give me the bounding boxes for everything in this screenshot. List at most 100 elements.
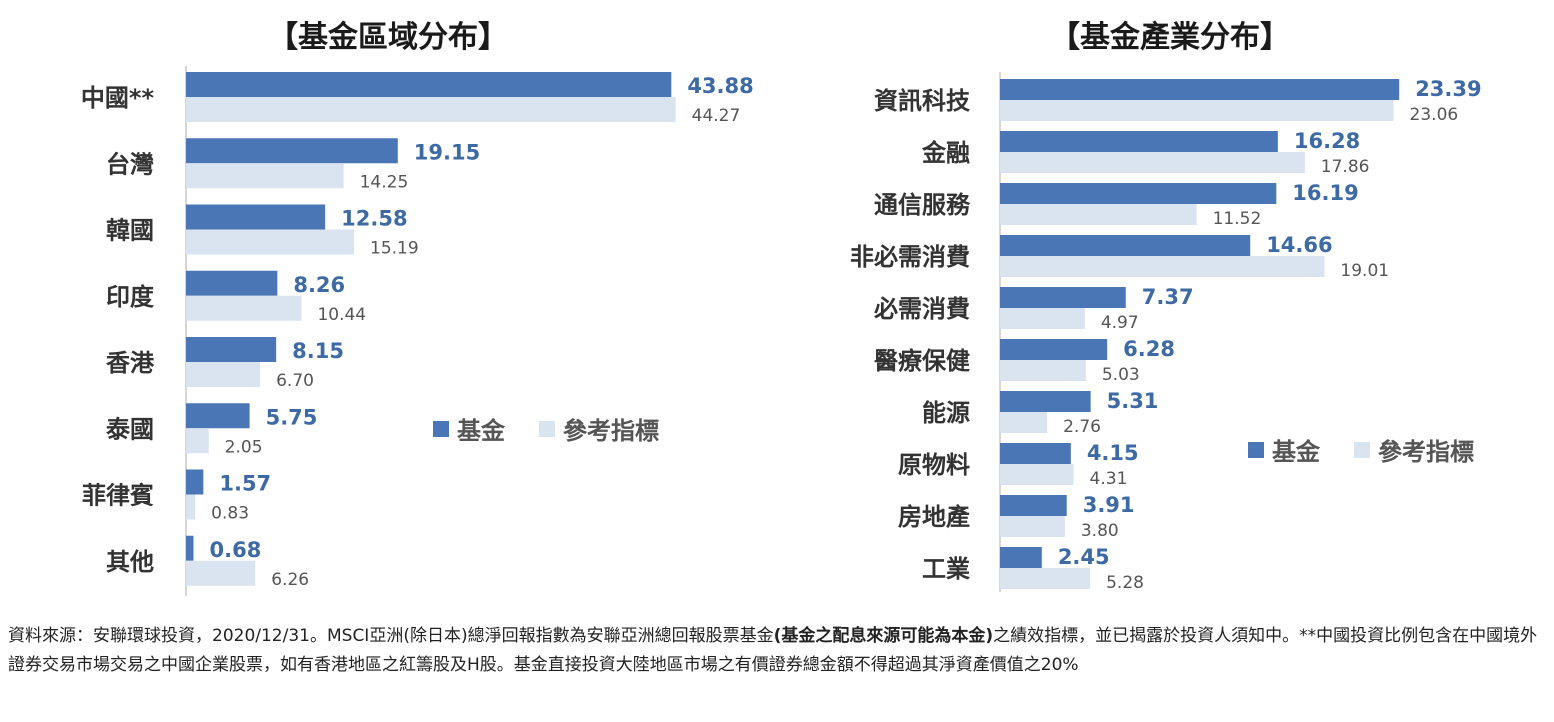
region-fund-value-label: 5.75	[266, 405, 318, 429]
region-category-label: 中國**	[81, 84, 155, 112]
industry-category-label: 通信服務	[874, 191, 971, 219]
region-benchmark-bar	[186, 494, 196, 520]
industry-fund-value-label: 23.39	[1415, 77, 1481, 101]
industry-fund-bar	[1000, 183, 1277, 204]
industry-category-label: 原物料	[898, 451, 970, 479]
industry-fund-value-label: 4.15	[1087, 441, 1139, 465]
region-benchmark-value-label: 14.25	[360, 172, 409, 192]
region-chart-title: 【基金區域分布】	[268, 20, 508, 55]
industry-category-label: 工業	[922, 555, 970, 583]
region-benchmark-bar	[186, 163, 344, 189]
region-category-label: 台灣	[106, 150, 154, 178]
industry-benchmark-value-label: 5.03	[1102, 365, 1140, 385]
footnote-bold-text: (基金之配息來源可能為本金)	[773, 626, 994, 646]
region-legend-benchmark-swatch	[539, 421, 555, 437]
industry-category-label: 金融	[921, 139, 970, 167]
region-benchmark-value-label: 15.19	[370, 239, 419, 259]
industry-benchmark-bar	[1000, 204, 1197, 225]
industry-category-label: 資訊科技	[874, 87, 971, 115]
region-benchmark-bar	[186, 362, 261, 387]
footnote-text-1: 資料來源：安聯環球投資，2020/12/31。MSCI亞洲(除日本)總淨回報指數…	[8, 626, 774, 646]
industry-benchmark-value-label: 4.97	[1101, 313, 1139, 333]
industry-benchmark-value-label: 2.76	[1063, 417, 1101, 437]
industry-fund-bar	[1000, 443, 1071, 464]
region-benchmark-bar	[186, 428, 209, 454]
region-benchmark-value-label: 6.70	[276, 371, 314, 391]
region-fund-bar	[186, 204, 326, 230]
industry-benchmark-value-label: 19.01	[1340, 261, 1389, 281]
industry-fund-value-label: 7.37	[1142, 285, 1194, 309]
industry-category-label: 能源	[922, 399, 970, 427]
industry-fund-bar	[1000, 391, 1091, 412]
industry-category-label: 房地產	[898, 503, 970, 531]
region-legend-fund-label: 基金	[457, 417, 506, 445]
region-legend-fund-swatch	[433, 421, 449, 437]
industry-benchmark-bar	[1000, 412, 1048, 433]
footnote-text-2: 之績效指標，並已揭露於投資人須知中。**中國投資比例包含在中國境外證券交易市場交…	[8, 626, 1538, 675]
region-fund-bar	[186, 337, 277, 362]
industry-legend-benchmark-label: 參考指標	[1378, 438, 1474, 466]
region-fund-value-label: 43.88	[687, 74, 753, 98]
region-fund-value-label: 0.68	[210, 538, 262, 562]
industry-benchmark-bar	[1000, 464, 1074, 485]
industry-benchmark-bar	[1000, 256, 1325, 277]
industry-distribution-chart: 資訊科技 23.39 23.06 金融 16.28 17.86 通信服務 16.19 11.52…	[850, 72, 1482, 593]
industry-benchmark-bar	[1000, 516, 1065, 537]
industry-benchmark-bar	[1000, 308, 1085, 329]
industry-benchmark-value-label: 17.86	[1321, 157, 1370, 177]
industry-benchmark-value-label: 11.52	[1213, 209, 1262, 229]
industry-fund-value-label: 5.31	[1107, 389, 1159, 413]
industry-benchmark-bar	[1000, 568, 1091, 589]
region-fund-value-label: 1.57	[219, 472, 271, 496]
region-fund-bar	[186, 535, 194, 561]
industry-fund-bar	[1000, 79, 1400, 100]
region-fund-value-label: 12.58	[341, 207, 407, 231]
industry-category-label: 醫療保健	[874, 347, 970, 375]
region-fund-value-label: 8.26	[293, 273, 345, 297]
industry-benchmark-value-label: 5.28	[1106, 573, 1144, 593]
industry-category-label: 非必需消費	[850, 243, 970, 271]
industry-fund-value-label: 16.28	[1294, 129, 1360, 153]
industry-fund-bar	[1000, 131, 1278, 152]
industry-fund-bar	[1000, 287, 1126, 308]
industry-category-label: 必需消費	[874, 295, 970, 323]
industry-fund-bar	[1000, 547, 1042, 568]
industry-fund-bar	[1000, 339, 1108, 360]
industry-benchmark-value-label: 23.06	[1410, 105, 1459, 125]
industry-fund-bar	[1000, 495, 1067, 516]
region-benchmark-value-label: 44.27	[692, 106, 741, 126]
industry-fund-value-label: 6.28	[1123, 337, 1175, 361]
region-benchmark-bar	[186, 560, 256, 586]
region-fund-value-label: 8.15	[292, 339, 344, 363]
region-fund-value-label: 19.15	[414, 140, 480, 164]
region-category-label: 韓國	[106, 217, 154, 245]
industry-chart-title: 【基金產業分布】	[1050, 20, 1290, 55]
industry-benchmark-value-label: 3.80	[1081, 521, 1119, 541]
industry-benchmark-bar	[1000, 152, 1305, 173]
region-fund-bar	[186, 270, 278, 296]
region-category-label: 泰國	[106, 415, 154, 443]
region-category-label: 其他	[106, 548, 154, 576]
industry-fund-value-label: 16.19	[1292, 181, 1358, 205]
industry-legend-fund-swatch	[1248, 442, 1264, 458]
industry-fund-value-label: 2.45	[1058, 545, 1110, 569]
region-fund-bar	[186, 72, 672, 97]
industry-legend-fund-label: 基金	[1272, 438, 1321, 466]
region-benchmark-value-label: 0.83	[211, 504, 249, 524]
region-category-label: 菲律賓	[82, 482, 154, 510]
industry-benchmark-bar	[1000, 360, 1086, 381]
region-benchmark-value-label: 10.44	[317, 305, 366, 325]
industry-fund-value-label: 3.91	[1083, 493, 1135, 517]
region-category-label: 印度	[106, 283, 155, 311]
region-fund-bar	[186, 469, 204, 495]
industry-benchmark-bar	[1000, 100, 1394, 121]
source-footnote: 資料來源：安聯環球投資，2020/12/31。MSCI亞洲(除日本)總淨回報指數…	[8, 622, 1543, 679]
region-legend-benchmark-label: 參考指標	[563, 417, 659, 445]
region-benchmark-value-label: 2.05	[225, 437, 263, 457]
industry-legend-benchmark-swatch	[1354, 442, 1370, 458]
region-category-label: 香港	[106, 349, 155, 377]
region-benchmark-value-label: 6.26	[271, 570, 309, 590]
industry-fund-bar	[1000, 235, 1251, 256]
industry-benchmark-value-label: 4.31	[1090, 469, 1128, 489]
